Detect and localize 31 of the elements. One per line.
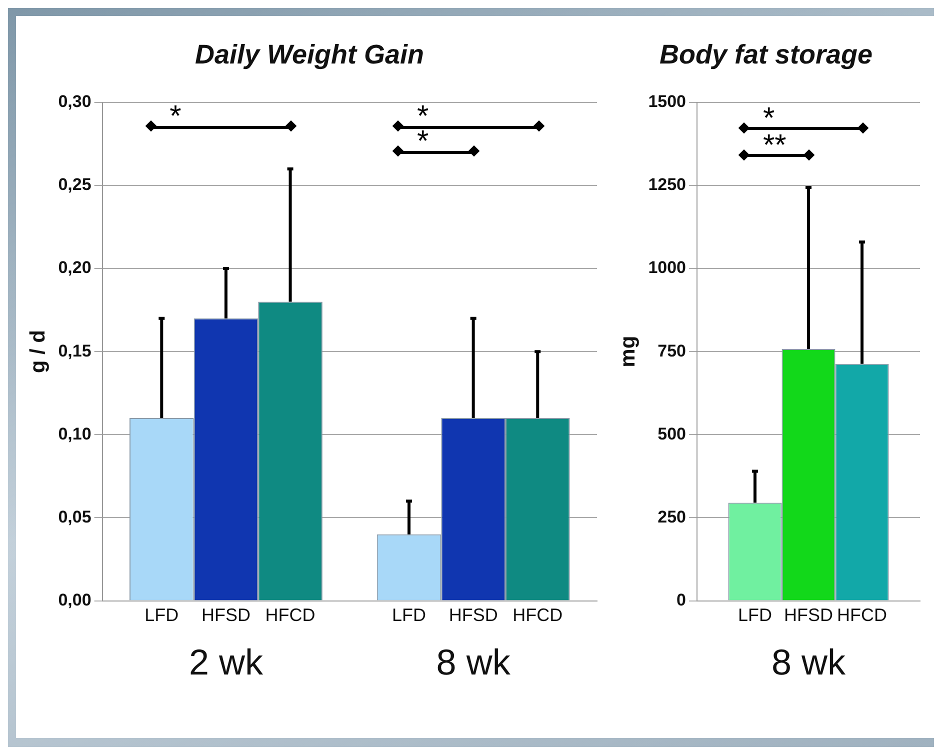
text: HFCD [512, 604, 563, 625]
series-label: HFSD [201, 604, 250, 625]
y-tick-label: 0,20 [58, 258, 92, 278]
series-label: LFD [738, 604, 772, 625]
x-tick-label: 8 wk [771, 641, 847, 682]
series-label: LFD [144, 604, 179, 625]
y-tick-label: 0 [676, 590, 686, 610]
text: LFD [392, 604, 426, 625]
y-tick-label: 0,10 [58, 424, 92, 444]
y-axis-title: g / d [26, 330, 50, 374]
chart-title: Daily Weight Gain [194, 40, 424, 70]
y-tick-label: 0,00 [58, 590, 92, 610]
y-tick-label: 500 [658, 424, 686, 444]
annotation: * [170, 100, 182, 134]
y-tick-label: 1500 [648, 92, 686, 112]
y-tick-label: 0,15 [58, 341, 92, 360]
y-tick-label: 1000 [648, 258, 686, 278]
x-tick-label: 2 wk [188, 641, 264, 682]
y-tick-label: 1250 [648, 175, 686, 194]
chart-title: Body fat storage [659, 40, 873, 70]
series-label: HFSD [784, 604, 834, 625]
y-tick-label: 250 [658, 507, 686, 526]
y-tick-label: 0,30 [58, 92, 92, 112]
x-tick-label: 8 wk [436, 641, 512, 682]
y-tick-label: 0,05 [58, 507, 92, 526]
y-tick-label: 750 [658, 341, 686, 360]
series-label: HFCD [265, 604, 316, 625]
y-tick-label: 0,25 [58, 175, 92, 194]
y-axis-title: mg [616, 336, 640, 368]
series-label: HFCD [837, 604, 888, 625]
text: HFSD [448, 604, 498, 625]
